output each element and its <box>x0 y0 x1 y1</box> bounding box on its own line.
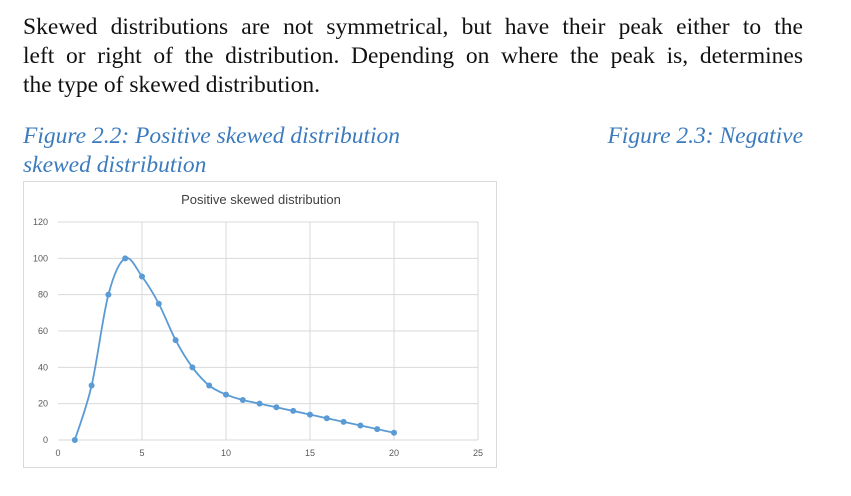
figure-caption-left-line1: Figure 2.2: Positive skewed distribution <box>23 123 401 149</box>
figure-caption-right: Figure 2.3: Negative <box>607 123 803 149</box>
data-point <box>391 429 397 436</box>
data-point <box>323 415 330 422</box>
paragraph-line-1: Skewed distributions are not symmetrical… <box>23 14 803 40</box>
chart-svg: 0 20 40 60 80 100 120 0 5 10 15 20 25 Positive skewed… <box>33 192 483 458</box>
paragraph-line-3: the type of skewed distribution. <box>23 72 320 98</box>
data-point <box>71 437 78 443</box>
chart-title: Positive skewed distribution <box>181 192 341 207</box>
y-tick-label: 40 <box>38 362 48 372</box>
positive-skew-chart: 0 20 40 60 80 100 120 0 5 10 15 20 25 Positive skewed… <box>23 181 497 468</box>
data-point <box>340 418 347 425</box>
data-point <box>374 426 381 433</box>
data-point <box>256 400 263 407</box>
paragraph-line-2: left or right of the distribution. Depen… <box>23 43 803 69</box>
x-tick-label: 20 <box>389 448 399 458</box>
y-tick-label: 20 <box>38 399 48 409</box>
series-line <box>73 257 395 441</box>
x-tick-label: 25 <box>473 448 483 458</box>
figure-caption-left-line2: skewed distribution <box>23 152 207 178</box>
data-point <box>122 255 129 262</box>
data-point <box>105 291 112 298</box>
x-tick-label: 0 <box>55 448 60 458</box>
data-point <box>357 422 364 429</box>
data-point <box>189 364 196 371</box>
data-point <box>88 382 95 389</box>
data-point <box>290 407 297 414</box>
y-tick-label: 120 <box>33 217 48 227</box>
data-point <box>223 391 229 398</box>
data-point <box>239 397 246 404</box>
y-tick-label: 80 <box>38 290 48 300</box>
x-tick-label: 5 <box>139 448 144 458</box>
x-tick-label: 10 <box>221 448 231 458</box>
x-tick-label: 15 <box>305 448 315 458</box>
y-tick-label: 100 <box>33 253 48 263</box>
data-point <box>155 300 162 307</box>
data-point <box>172 337 179 344</box>
data-point <box>206 382 213 389</box>
data-point <box>307 411 313 418</box>
data-point <box>139 273 145 280</box>
data-point <box>273 404 280 411</box>
y-tick-label: 0 <box>43 435 48 445</box>
y-tick-label: 60 <box>38 326 48 336</box>
body-paragraph: Skewed distributions are not symmetrical… <box>23 13 803 100</box>
